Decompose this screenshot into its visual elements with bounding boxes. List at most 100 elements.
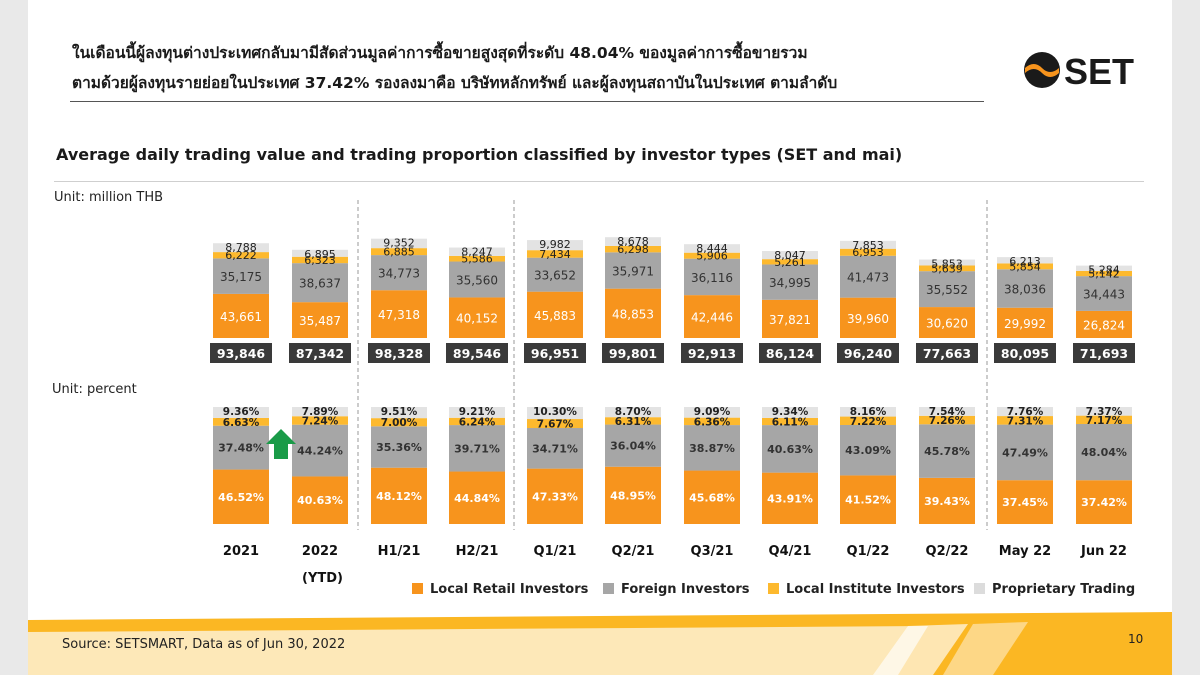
category-label: Q3/21 [691,544,734,559]
footer-band [28,612,1172,675]
pct-bar-prop [449,407,505,418]
pct-label-institute: 6.11% [772,417,809,429]
bar-label-prop: 8,247 [461,246,493,259]
bar-institute [449,255,505,262]
total-label: 77,663 [923,346,971,361]
up-arrow-icon [266,429,296,459]
set-logo-text: SET [1064,51,1134,92]
bar-label-prop: 5,853 [931,258,963,271]
bar-prop [292,249,348,257]
bar-retail [840,297,896,338]
bar-institute [762,259,818,265]
pct-label-foreign: 45.78% [924,445,970,458]
bar-label-foreign: 35,175 [220,270,262,284]
bar-label-prop: 9,352 [383,237,415,250]
category-label: Q4/21 [769,544,812,559]
bar-label-retail: 48,853 [612,307,654,321]
legend-swatch-retail [412,583,423,594]
pct-label-institute: 6.24% [459,416,496,428]
pct-label-prop: 7.76% [1007,406,1044,418]
pct-bar-foreign [919,424,975,478]
pct-label-prop: 7.54% [929,406,966,418]
pct-bar-foreign [605,424,661,467]
bar-institute [527,250,583,258]
bar-label-prop: 8,788 [225,241,257,254]
bar-foreign [605,252,661,289]
category-label: H1/21 [378,544,421,559]
pct-bar-foreign [371,426,427,468]
pct-label-foreign: 39.71% [454,442,500,455]
total-label: 96,240 [844,346,893,361]
bar-label-institute: 6,222 [225,249,257,262]
total-label: 71,693 [1080,346,1128,361]
total-label: 98,328 [375,346,423,361]
legend-foreign: Foreign Investors [603,582,749,597]
pct-label-prop: 7.89% [302,406,339,418]
pct-label-retail: 47.33% [532,490,578,503]
bar-label-institute: 6,298 [617,243,649,256]
bar-foreign [919,271,975,308]
category-label: Q2/21 [612,544,655,559]
pct-bar-prop [527,406,583,420]
bar-institute [371,248,427,256]
total-label: 96,951 [531,346,579,361]
bar-label-institute: 6,323 [304,254,336,267]
pct-bar-retail [371,467,427,524]
pct-bar-institute [605,417,661,425]
bar-retail [213,293,269,338]
total-box [994,343,1056,363]
bar-label-prop: 9,982 [539,238,571,251]
bar-label-institute: 7,434 [539,248,571,261]
bar-institute [292,256,348,264]
pct-label-retail: 41.52% [845,494,891,507]
bar-label-foreign: 34,443 [1083,288,1125,302]
total-label: 92,913 [688,346,736,361]
pct-label-retail: 37.45% [1002,496,1048,509]
bar-institute [213,252,269,259]
pct-bar-retail [997,480,1053,524]
bar-prop [919,259,975,266]
ytd-note: (YTD) [302,571,343,586]
total-label: 87,342 [296,346,344,361]
bar-retail [997,307,1053,338]
bar-label-foreign: 34,773 [378,267,420,281]
bar-label-institute: 6,953 [852,246,884,259]
pct-label-foreign: 35.36% [376,441,422,454]
pct-bar-foreign [449,425,505,472]
pct-label-prop: 9.51% [381,406,418,418]
pct-bar-retail [449,471,505,524]
category-label: 2021 [223,544,259,559]
bar-label-foreign: 33,652 [534,269,576,283]
bar-label-prop: 6,213 [1009,255,1041,268]
headline-line-2: ตามด้วยผู้ลงทุนรายย่อยในประเทศ 37.42% รอ… [72,74,838,92]
pct-label-institute: 7.26% [929,415,966,427]
pct-label-retail: 46.52% [218,491,264,504]
pct-bar-retail [919,477,975,524]
bar-retail [919,307,975,338]
bar-retail [527,291,583,338]
chart-title: Average daily trading value and trading … [56,145,903,164]
pct-label-retail: 48.12% [376,490,422,503]
total-box [681,343,743,363]
pct-bar-foreign [292,424,348,477]
unit-percent-label: Unit: percent [52,382,137,397]
total-box [524,343,586,363]
legend-retail: Local Retail Investors [412,582,588,597]
bar-foreign [840,255,896,298]
bar-prop [449,247,505,256]
pct-bar-retail [1076,480,1132,524]
bar-prop [762,251,818,260]
bar-prop [371,238,427,249]
total-label: 93,846 [217,346,266,361]
pct-label-institute: 7.24% [302,415,339,427]
bar-label-retail: 42,446 [691,311,733,325]
pct-bar-foreign [1076,424,1132,481]
bar-retail [762,299,818,338]
pct-bar-retail [684,470,740,524]
bar-label-prop: 7,853 [852,239,884,252]
total-box [916,343,978,363]
pct-label-foreign: 36.04% [610,440,656,453]
pct-bar-institute [684,417,740,426]
headline-divider [70,101,984,102]
bar-prop [527,240,583,251]
